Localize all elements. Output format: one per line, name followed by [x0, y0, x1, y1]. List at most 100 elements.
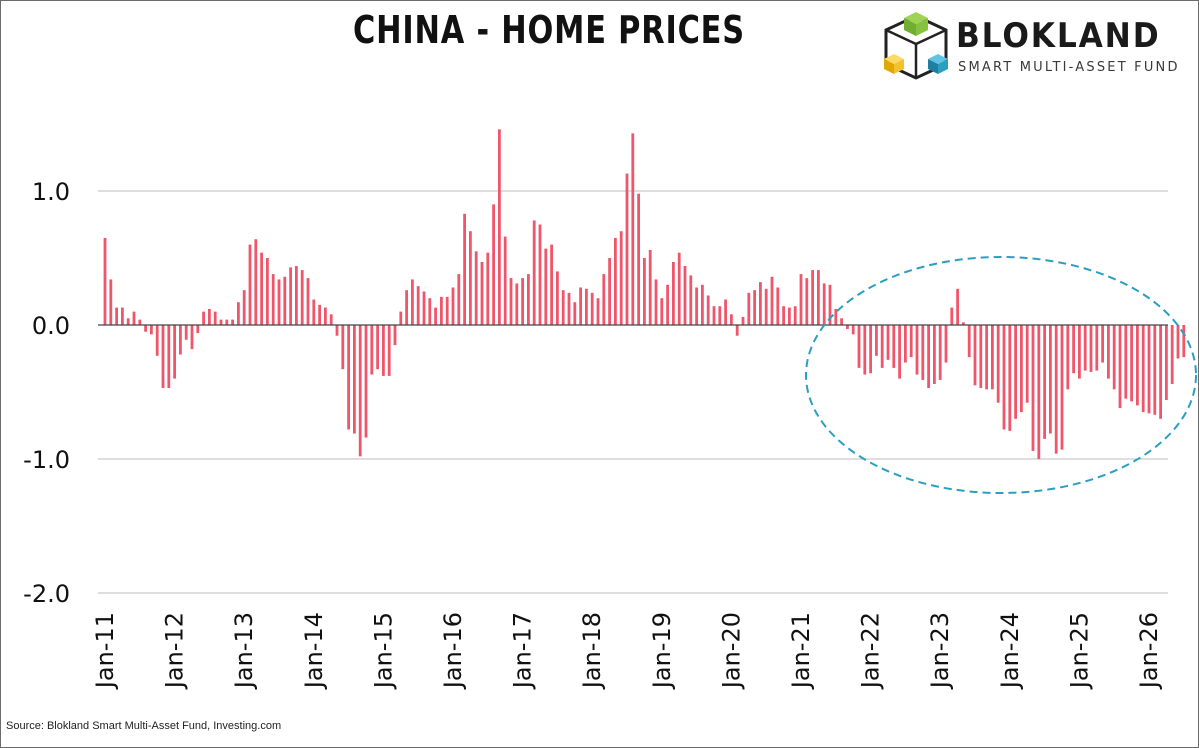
bar — [898, 325, 901, 379]
x-tick-label: Jan-23 — [926, 612, 954, 690]
bar — [956, 288, 959, 325]
bar — [637, 193, 640, 325]
bar — [1089, 325, 1093, 372]
bar — [1182, 325, 1186, 358]
bar — [747, 292, 751, 325]
bar — [1170, 325, 1174, 384]
bar — [706, 295, 710, 325]
bar — [237, 302, 240, 325]
bar — [422, 291, 426, 325]
bar — [196, 325, 200, 334]
bar — [1136, 325, 1139, 406]
y-tick-label: -1.0 — [23, 446, 70, 474]
bar — [718, 306, 722, 325]
bar — [602, 274, 606, 325]
bar — [625, 173, 629, 325]
bar — [405, 290, 408, 325]
bar — [1014, 325, 1017, 419]
cube-logo-icon — [884, 12, 948, 80]
bar — [979, 325, 983, 388]
bar — [753, 290, 756, 325]
bar — [590, 292, 594, 325]
bar — [411, 279, 414, 325]
bar — [1002, 325, 1006, 430]
x-tick-label: Jan-18 — [578, 612, 606, 690]
bar — [1095, 325, 1099, 371]
bar — [1130, 325, 1133, 402]
bar — [1107, 325, 1110, 379]
bar — [173, 325, 176, 379]
bar — [1072, 325, 1075, 374]
bar — [393, 325, 397, 346]
bar — [202, 311, 205, 325]
bar — [225, 319, 229, 325]
bar — [428, 298, 432, 325]
bar — [503, 236, 507, 325]
bar — [300, 270, 304, 325]
bar — [776, 287, 780, 325]
y-tick-label: 0.0 — [32, 312, 70, 340]
bar — [950, 307, 954, 325]
x-tick-label: Jan-21 — [787, 612, 815, 690]
bar — [869, 325, 872, 374]
bar — [1159, 325, 1162, 419]
bar — [1112, 325, 1116, 390]
bar — [492, 204, 495, 325]
bar — [277, 279, 281, 325]
bar — [399, 311, 403, 325]
bar — [712, 306, 716, 325]
bar — [306, 278, 310, 325]
bar — [445, 296, 449, 325]
bar — [904, 325, 907, 363]
bar — [608, 258, 611, 325]
bars — [103, 129, 1186, 459]
bar — [944, 325, 948, 363]
bar — [962, 322, 965, 325]
bar — [312, 299, 316, 325]
bar — [219, 319, 223, 325]
bar — [834, 308, 838, 325]
bar — [880, 325, 884, 368]
bar — [556, 271, 559, 325]
bar — [573, 302, 577, 325]
bar — [631, 133, 635, 325]
bar — [474, 251, 478, 325]
bar — [811, 270, 814, 325]
bar — [498, 129, 501, 325]
bar — [643, 258, 646, 325]
bar — [486, 252, 490, 325]
bar — [532, 220, 536, 325]
bar — [614, 237, 617, 325]
highlight-ellipse — [805, 256, 1197, 494]
bar — [387, 325, 391, 376]
bar — [416, 286, 420, 325]
bar — [1060, 325, 1064, 450]
bar — [1054, 325, 1058, 454]
bar — [1078, 325, 1081, 379]
bar — [654, 279, 658, 325]
bar — [242, 290, 246, 325]
bar — [440, 296, 443, 325]
bar — [434, 307, 437, 325]
bar — [451, 287, 455, 325]
bar — [741, 316, 745, 325]
bar — [480, 262, 484, 325]
bar — [927, 325, 930, 388]
bar — [1118, 325, 1122, 409]
bar — [370, 325, 374, 375]
bar — [701, 284, 704, 325]
source-note: Source: Blokland Smart Multi-Asset Fund,… — [6, 720, 282, 732]
bar — [648, 249, 652, 325]
brand-logo: BLOKLAND SMART MULTI-ASSET FUND — [878, 8, 1190, 84]
bar — [103, 237, 107, 325]
bar — [231, 319, 234, 325]
bar — [289, 267, 292, 325]
bar — [469, 231, 472, 325]
bar — [915, 325, 919, 375]
bar — [921, 325, 925, 380]
bar — [463, 213, 466, 325]
bar — [759, 282, 762, 325]
bar — [515, 283, 519, 325]
bar — [828, 284, 832, 325]
